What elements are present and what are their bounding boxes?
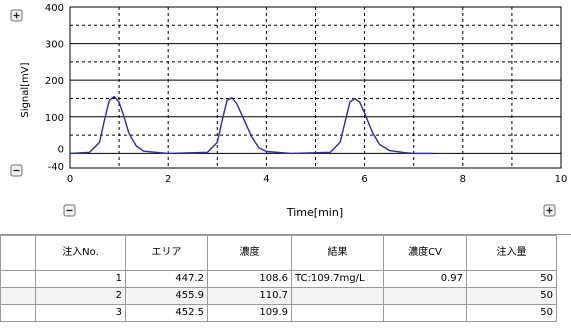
y-tick-label: 300	[45, 40, 64, 51]
signal-line	[69, 95, 434, 155]
injection-no-cell[interactable]: 3	[35, 304, 126, 322]
area-cell[interactable]: 447.2	[125, 270, 208, 288]
x-tick-label: 2	[165, 174, 171, 185]
area-cell[interactable]: 455.9	[125, 287, 208, 305]
concentration-cell[interactable]: 109.9	[207, 304, 292, 322]
header-area[interactable]: エリア	[125, 235, 208, 271]
y-axis-ticks: -40 0 100 200 300 400	[45, 3, 64, 173]
area-cell[interactable]: 452.5	[125, 304, 208, 322]
injection-volume-cell[interactable]: 50	[466, 287, 557, 305]
x-axis-label: Time[min]	[286, 206, 343, 219]
table-header-row: 注入No. エリア 濃度 結果 濃度CV 注入量	[0, 235, 557, 271]
y-tick-label: 0	[58, 144, 64, 155]
concentration-cell[interactable]: 110.7	[207, 287, 292, 305]
x-tick-label: 6	[361, 174, 367, 185]
x-tick-label: 0	[67, 174, 73, 185]
chromatogram-panel: -40 0 100 200 300 400 0 2 4 6 8 10 Signal[mV] Time…	[10, 3, 568, 219]
result-cell[interactable]	[291, 304, 384, 322]
header-concentration-cv[interactable]: 濃度CV	[383, 235, 467, 271]
y-tick-label: 400	[45, 3, 64, 14]
injection-no-cell[interactable]: 2	[35, 287, 126, 305]
injection-no-cell[interactable]: 1	[35, 270, 126, 288]
plus-icon	[13, 12, 20, 19]
y-tick-label: 200	[45, 76, 64, 87]
concentration-cv-cell[interactable]: 0.97	[383, 270, 467, 288]
y-tick-label: 100	[45, 113, 64, 124]
x-zoom-in-button[interactable]	[543, 204, 556, 217]
x-tick-label: 4	[263, 174, 269, 185]
row-header-cell[interactable]	[0, 304, 36, 322]
concentration-cell[interactable]: 108.6	[207, 270, 292, 288]
header-result[interactable]: 結果	[291, 235, 384, 271]
concentration-cv-cell[interactable]	[383, 304, 467, 322]
x-tick-label: 10	[555, 174, 568, 185]
injection-volume-cell[interactable]: 50	[466, 270, 557, 288]
row-header-cell[interactable]	[0, 270, 36, 288]
results-table: 注入No. エリア 濃度 結果 濃度CV 注入量 1 447.2 108.6 T…	[0, 235, 557, 322]
table-row[interactable]: 2 455.9 110.7 50	[0, 287, 557, 305]
table-row[interactable]: 1 447.2 108.6 TC:109.7mg/L 0.97 50	[0, 270, 557, 288]
signal-series	[69, 95, 434, 155]
header-cell-blank	[0, 235, 36, 271]
header-injection-no[interactable]: 注入No.	[35, 235, 126, 271]
result-cell[interactable]	[291, 287, 384, 305]
header-injection-volume[interactable]: 注入量	[466, 235, 557, 271]
y-tick-label: -40	[48, 162, 64, 173]
y-zoom-out-button[interactable]	[10, 164, 23, 177]
results-panel: 注入No. エリア 濃度 結果 濃度CV 注入量 1 447.2 108.6 T…	[0, 234, 571, 330]
y-zoom-in-button[interactable]	[10, 9, 23, 22]
y-axis-label: Signal[mV]	[20, 62, 31, 117]
x-tick-label: 8	[460, 174, 466, 185]
header-concentration[interactable]: 濃度	[207, 235, 292, 271]
table-row[interactable]: 3 452.5 109.9 50	[0, 304, 557, 322]
injection-volume-cell[interactable]: 50	[466, 304, 557, 322]
x-zoom-out-button[interactable]	[63, 204, 76, 217]
x-axis-ticks: 0 2 4 6 8 10	[67, 174, 568, 185]
plus-icon	[546, 207, 553, 214]
result-cell[interactable]: TC:109.7mg/L	[291, 270, 384, 288]
concentration-cv-cell[interactable]	[383, 287, 467, 305]
row-header-cell[interactable]	[0, 287, 36, 305]
